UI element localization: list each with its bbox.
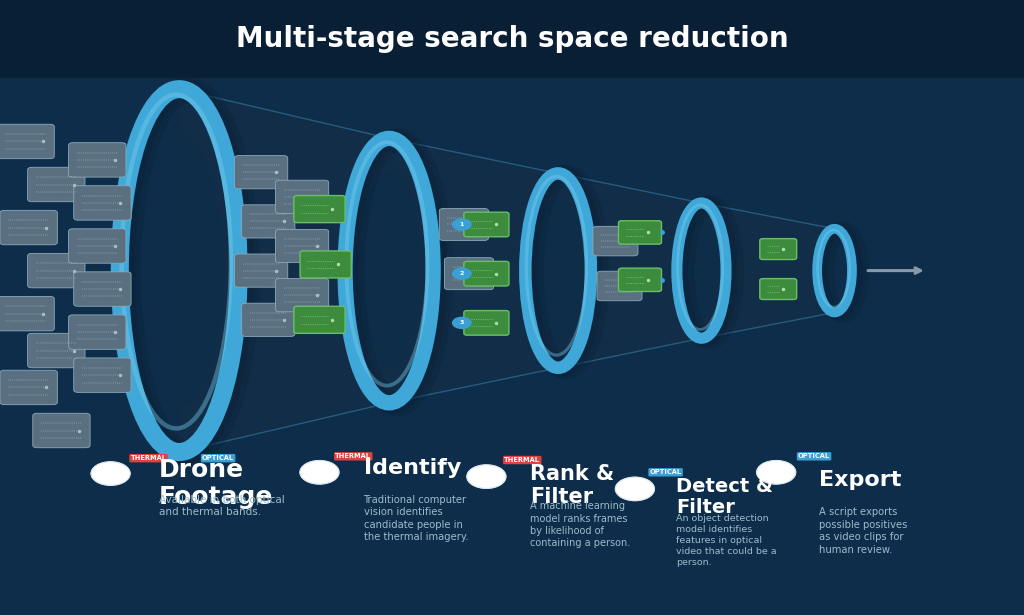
FancyBboxPatch shape: [0, 370, 57, 405]
FancyBboxPatch shape: [275, 229, 329, 263]
Circle shape: [615, 477, 654, 501]
FancyBboxPatch shape: [33, 413, 90, 448]
Text: Export: Export: [819, 470, 901, 491]
FancyBboxPatch shape: [234, 156, 288, 189]
FancyBboxPatch shape: [618, 268, 662, 292]
Text: An object detection
model identifies
features in optical
video that could be a
p: An object detection model identifies fea…: [676, 514, 776, 567]
FancyBboxPatch shape: [242, 205, 295, 238]
Ellipse shape: [134, 135, 223, 407]
Text: A script exports
possible positives
as video clips for
human review.: A script exports possible positives as v…: [819, 507, 907, 555]
FancyBboxPatch shape: [618, 221, 662, 244]
Ellipse shape: [534, 197, 583, 343]
Circle shape: [453, 317, 471, 328]
Circle shape: [300, 461, 339, 484]
Text: THERMAL: THERMAL: [504, 457, 541, 463]
Ellipse shape: [356, 172, 422, 370]
Circle shape: [453, 268, 471, 279]
Polygon shape: [701, 203, 835, 338]
FancyBboxPatch shape: [294, 196, 345, 223]
Circle shape: [453, 219, 471, 230]
Ellipse shape: [821, 239, 848, 302]
FancyBboxPatch shape: [0, 124, 54, 159]
FancyBboxPatch shape: [294, 306, 345, 333]
Circle shape: [467, 465, 506, 488]
Text: 1: 1: [460, 222, 464, 227]
Text: THERMAL: THERMAL: [335, 453, 372, 459]
Polygon shape: [558, 173, 701, 368]
Bar: [0, 0, 1024, 77]
Text: Traditional computer
vision identifies
candidate people in
the thermal imagery.: Traditional computer vision identifies c…: [364, 495, 468, 542]
FancyBboxPatch shape: [760, 239, 797, 260]
Text: A machine learning
model ranks frames
by likelihood of
containing a person.: A machine learning model ranks frames by…: [530, 501, 631, 549]
FancyBboxPatch shape: [74, 272, 131, 306]
Text: Identify: Identify: [364, 458, 461, 478]
FancyBboxPatch shape: [74, 358, 131, 392]
Text: Multi-stage search space reduction: Multi-stage search space reduction: [236, 25, 788, 53]
Polygon shape: [389, 138, 558, 403]
FancyBboxPatch shape: [300, 251, 351, 278]
Text: 2: 2: [460, 271, 464, 276]
FancyBboxPatch shape: [28, 167, 85, 202]
FancyBboxPatch shape: [760, 279, 797, 300]
FancyBboxPatch shape: [234, 254, 288, 287]
FancyBboxPatch shape: [74, 186, 131, 220]
Text: OPTICAL: OPTICAL: [798, 453, 830, 459]
Text: 3: 3: [460, 320, 464, 325]
FancyBboxPatch shape: [69, 143, 126, 177]
FancyBboxPatch shape: [0, 296, 54, 331]
FancyBboxPatch shape: [597, 271, 642, 301]
FancyBboxPatch shape: [464, 261, 509, 286]
FancyBboxPatch shape: [0, 210, 57, 245]
FancyBboxPatch shape: [444, 258, 494, 290]
Text: OPTICAL: OPTICAL: [202, 455, 234, 461]
FancyBboxPatch shape: [28, 253, 85, 288]
Text: Drone
Footage: Drone Footage: [159, 458, 273, 509]
Circle shape: [91, 462, 130, 485]
FancyBboxPatch shape: [28, 333, 85, 368]
FancyBboxPatch shape: [69, 315, 126, 349]
FancyBboxPatch shape: [275, 279, 329, 312]
Circle shape: [757, 461, 796, 484]
FancyBboxPatch shape: [464, 311, 509, 335]
FancyBboxPatch shape: [593, 226, 638, 256]
Text: THERMAL: THERMAL: [130, 455, 167, 461]
FancyBboxPatch shape: [464, 212, 509, 237]
Polygon shape: [179, 89, 389, 452]
FancyBboxPatch shape: [242, 303, 295, 336]
FancyBboxPatch shape: [439, 208, 488, 240]
FancyBboxPatch shape: [275, 180, 329, 213]
Text: Detect &
Filter: Detect & Filter: [676, 477, 773, 517]
Text: Rank &
Filter: Rank & Filter: [530, 464, 614, 507]
FancyBboxPatch shape: [69, 229, 126, 263]
Ellipse shape: [683, 220, 720, 321]
Text: OPTICAL: OPTICAL: [649, 469, 682, 475]
Text: Available in both optical
and thermal bands.: Available in both optical and thermal ba…: [159, 495, 285, 517]
